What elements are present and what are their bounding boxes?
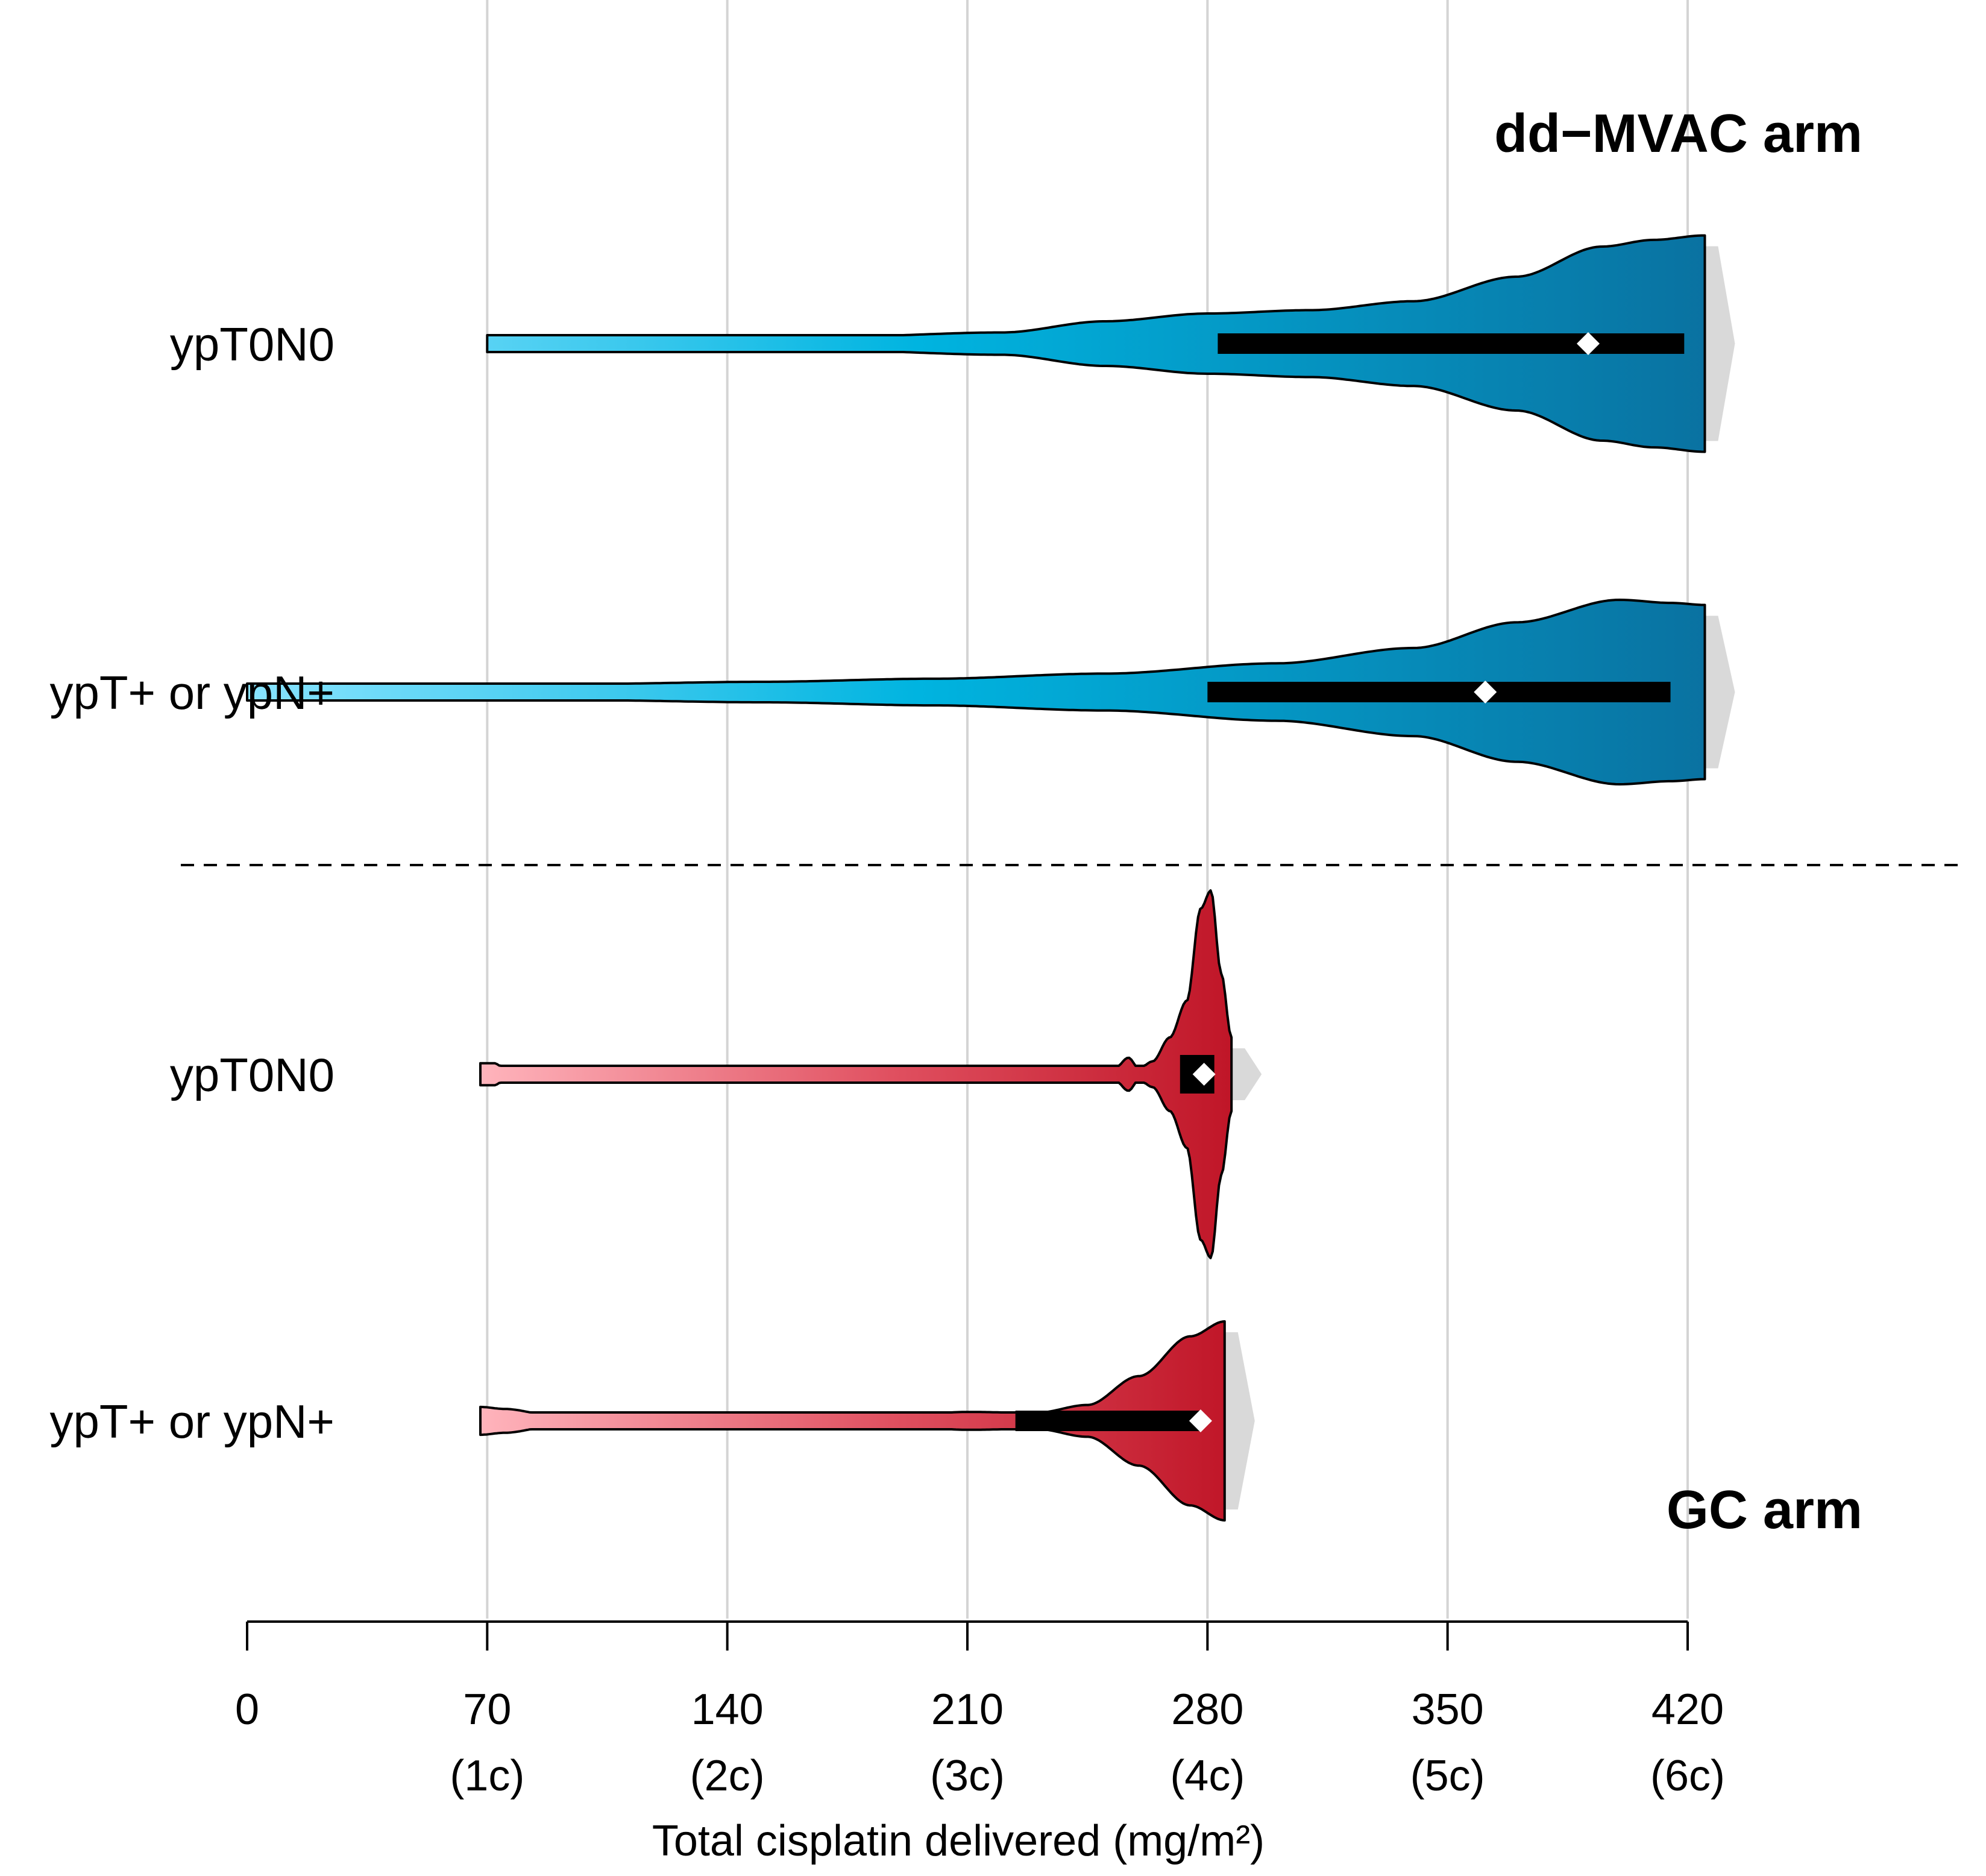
x-tick-cycle-label-140: (2c) bbox=[690, 1752, 765, 1800]
x-tick-label-0: 0 bbox=[235, 1686, 259, 1734]
x-tick-cycle-label-70: (1c) bbox=[450, 1752, 524, 1800]
x-tick-label-140: 140 bbox=[691, 1686, 764, 1734]
violin-shadow-ddmvac-ypt0n0 bbox=[1705, 246, 1735, 441]
x-tick-label-70: 70 bbox=[463, 1686, 511, 1734]
violin-shadow-gc-ypt-or-ypn bbox=[1224, 1332, 1255, 1509]
category-label-gc-ypt-or-ypn: ypT+ or ypN+ bbox=[49, 1395, 335, 1448]
mean-marker-gc-ypt0n0 bbox=[1192, 1063, 1216, 1086]
violin-ddmvac-ypt0n0 bbox=[486, 234, 1706, 453]
mean-marker-gc-ypt-or-ypn bbox=[1189, 1409, 1212, 1432]
arm-label-gc: GC arm bbox=[1667, 1480, 1862, 1540]
iqr-bar-gc-ypt-or-ypn bbox=[1015, 1411, 1201, 1431]
mean-marker-ddmvac-ypt-or-ypn bbox=[1474, 681, 1497, 704]
x-tick-cycle-label-210: (3c) bbox=[930, 1752, 1005, 1800]
arm-label-dd-mvac: dd−MVAC arm bbox=[1494, 104, 1862, 164]
mean-marker-ddmvac-ypt0n0 bbox=[1576, 332, 1600, 355]
x-tick-cycle-label-350: (5c) bbox=[1410, 1752, 1485, 1800]
iqr-bar-ddmvac-ypt-or-ypn bbox=[1207, 682, 1671, 702]
x-tick-label-280: 280 bbox=[1171, 1686, 1243, 1734]
category-label-ddmvac-ypt-or-ypn: ypT+ or ypN+ bbox=[49, 666, 335, 719]
x-tick-cycle-label-280: (4c) bbox=[1170, 1752, 1245, 1800]
violin-shadow-gc-ypt0n0 bbox=[1231, 1048, 1262, 1100]
x-axis-title: Total cisplatin delivered (mg/m²) bbox=[652, 1817, 1265, 1865]
x-tick-label-210: 210 bbox=[931, 1686, 1004, 1734]
violin-shadow-ddmvac-ypt-or-ypn bbox=[1705, 615, 1735, 769]
category-label-ddmvac-ypt0n0: ypT0N0 bbox=[170, 318, 335, 371]
violin-gc-ypt-or-ypn bbox=[479, 1320, 1226, 1522]
x-tick-label-420: 420 bbox=[1651, 1686, 1724, 1734]
violin-gc-ypt0n0 bbox=[479, 889, 1233, 1259]
violin-ddmvac-ypt-or-ypn bbox=[246, 599, 1706, 785]
x-tick-cycle-label-420: (6c) bbox=[1650, 1752, 1725, 1800]
x-tick-label-350: 350 bbox=[1412, 1686, 1484, 1734]
iqr-bar-ddmvac-ypt0n0 bbox=[1218, 333, 1685, 354]
category-label-gc-ypt0n0: ypT0N0 bbox=[170, 1048, 335, 1101]
